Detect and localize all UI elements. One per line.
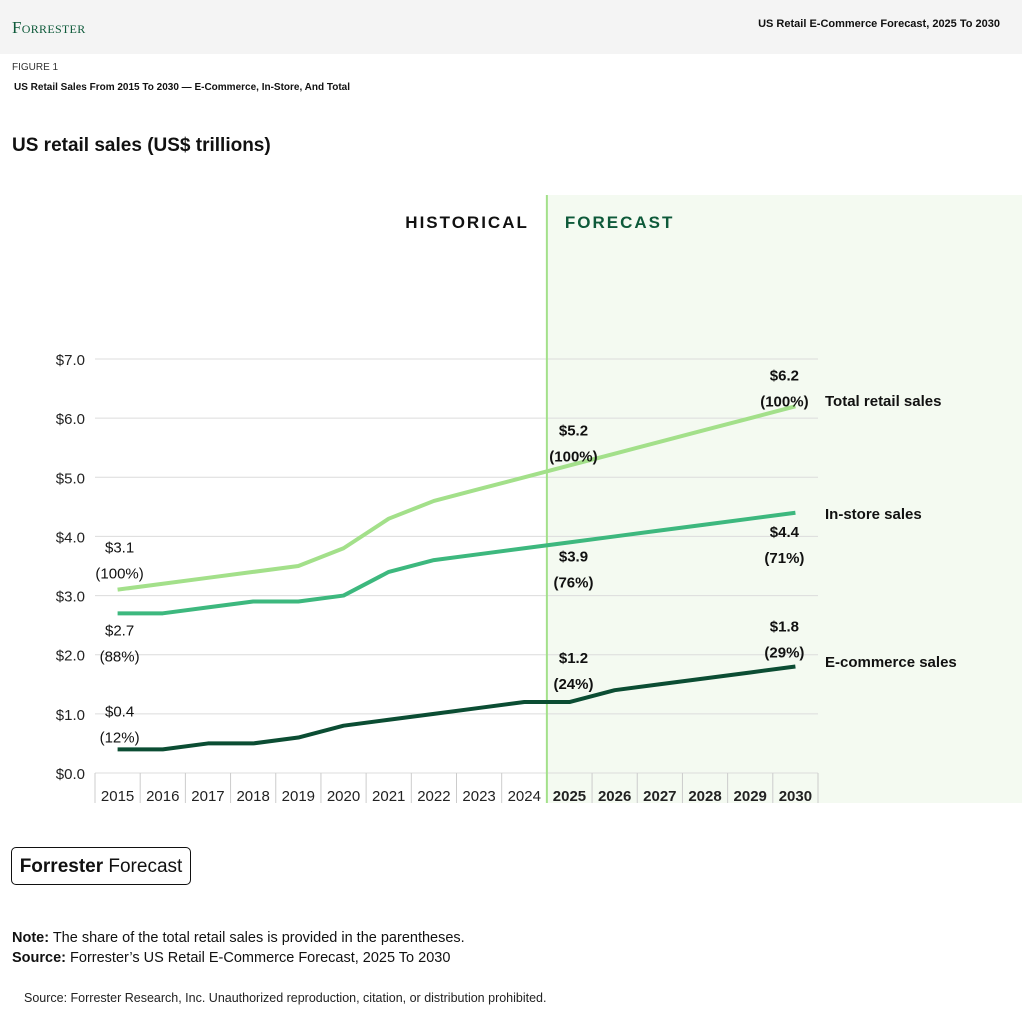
data-label-value: $3.9	[559, 548, 588, 565]
x-tick-label: 2017	[191, 788, 224, 805]
series-line-total-retail-sales	[117, 404, 796, 592]
header-bar: Forrester US Retail E-Commerce Forecast,…	[0, 0, 1022, 54]
x-tick-label: 2024	[508, 788, 541, 805]
x-tick-label: 2030	[779, 788, 812, 805]
data-label-value: $4.4	[770, 524, 800, 541]
source-text: Forrester’s US Retail E-Commerce Forecas…	[66, 950, 451, 966]
forecast-label: FORECAST	[565, 213, 675, 232]
y-tick-label: $1.0	[56, 707, 85, 724]
data-label-value: $2.7	[105, 622, 134, 639]
data-label-share: (24%)	[553, 676, 593, 693]
x-tick-label: 2027	[643, 788, 676, 805]
x-tick-label: 2029	[734, 788, 767, 805]
y-tick-label: $2.0	[56, 648, 85, 665]
figure-title: US Retail Sales From 2015 To 2030 — E-Co…	[14, 82, 351, 93]
x-tick-label: 2028	[688, 788, 721, 805]
x-tick-label: 2020	[327, 788, 360, 805]
x-tick-label: 2019	[282, 788, 315, 805]
y-tick-label: $6.0	[56, 411, 85, 428]
badge-bold: Forrester	[19, 856, 104, 877]
y-tick-label: $3.0	[56, 589, 85, 606]
x-tick-label: 2018	[236, 788, 269, 805]
y-tick-label: $7.0	[56, 352, 85, 369]
x-tick-label: 2025	[553, 788, 586, 805]
y-tick-label: $4.0	[56, 529, 85, 546]
data-label-value: $6.2	[770, 367, 799, 384]
data-label-share: (76%)	[553, 574, 593, 591]
x-tick-label: 2022	[417, 788, 450, 805]
x-tick-label: 2015	[101, 788, 134, 805]
note-text: The share of the total retail sales is p…	[49, 930, 465, 946]
data-label-share: (29%)	[764, 645, 804, 662]
data-label-share: (88%)	[100, 648, 140, 665]
series-label: Total retail sales	[825, 393, 941, 410]
badge-rest: Forecast	[103, 856, 183, 877]
figure-label: FIGURE 1	[12, 62, 59, 73]
line-chart: $0.0 $1.0 $2.0 $3.0 $4.0 $5.0 $6.0 $7.0 2015 2016…	[56, 195, 1022, 805]
data-label-value: $0.4	[105, 703, 134, 720]
forrester-logo: Forrester	[12, 18, 86, 37]
note-label: Note:	[12, 930, 50, 946]
series-label: E-commerce sales	[825, 654, 957, 671]
notes: Note: The share of the total retail sale…	[12, 928, 465, 968]
data-label-value: $5.2	[559, 422, 588, 439]
doc-title: US Retail E-Commerce Forecast, 2025 To 2…	[758, 18, 1000, 30]
data-label-value: $3.1	[105, 540, 134, 557]
series-line-e-commerce-sales	[117, 664, 796, 752]
data-label-share: (100%)	[95, 566, 143, 583]
source-label: Source:	[12, 950, 66, 966]
data-label-value: $1.8	[770, 619, 799, 636]
forrester-forecast-badge: Forrester Forecast	[11, 847, 191, 885]
x-tick-label: 2021	[372, 788, 405, 805]
x-tick-label: 2023	[462, 788, 495, 805]
x-tick-label: 2026	[598, 788, 631, 805]
data-label-share: (12%)	[100, 729, 140, 746]
data-label-value: $1.2	[559, 650, 588, 667]
y-tick-label: $5.0	[56, 470, 85, 487]
footer: Source: Forrester Research, Inc. Unautho…	[24, 991, 547, 1005]
x-tick-label: 2016	[146, 788, 179, 805]
data-label-share: (100%)	[549, 448, 597, 465]
chart-title: US retail sales (US$ trillions)	[12, 135, 271, 156]
y-tick-label: $0.0	[56, 766, 85, 783]
historical-label: HISTORICAL	[405, 213, 529, 232]
data-label-share: (71%)	[764, 550, 804, 567]
series-label: In-store sales	[825, 506, 922, 523]
forecast-region	[546, 195, 1022, 803]
series-line-in-store-sales	[117, 510, 796, 616]
data-label-share: (100%)	[760, 393, 808, 410]
